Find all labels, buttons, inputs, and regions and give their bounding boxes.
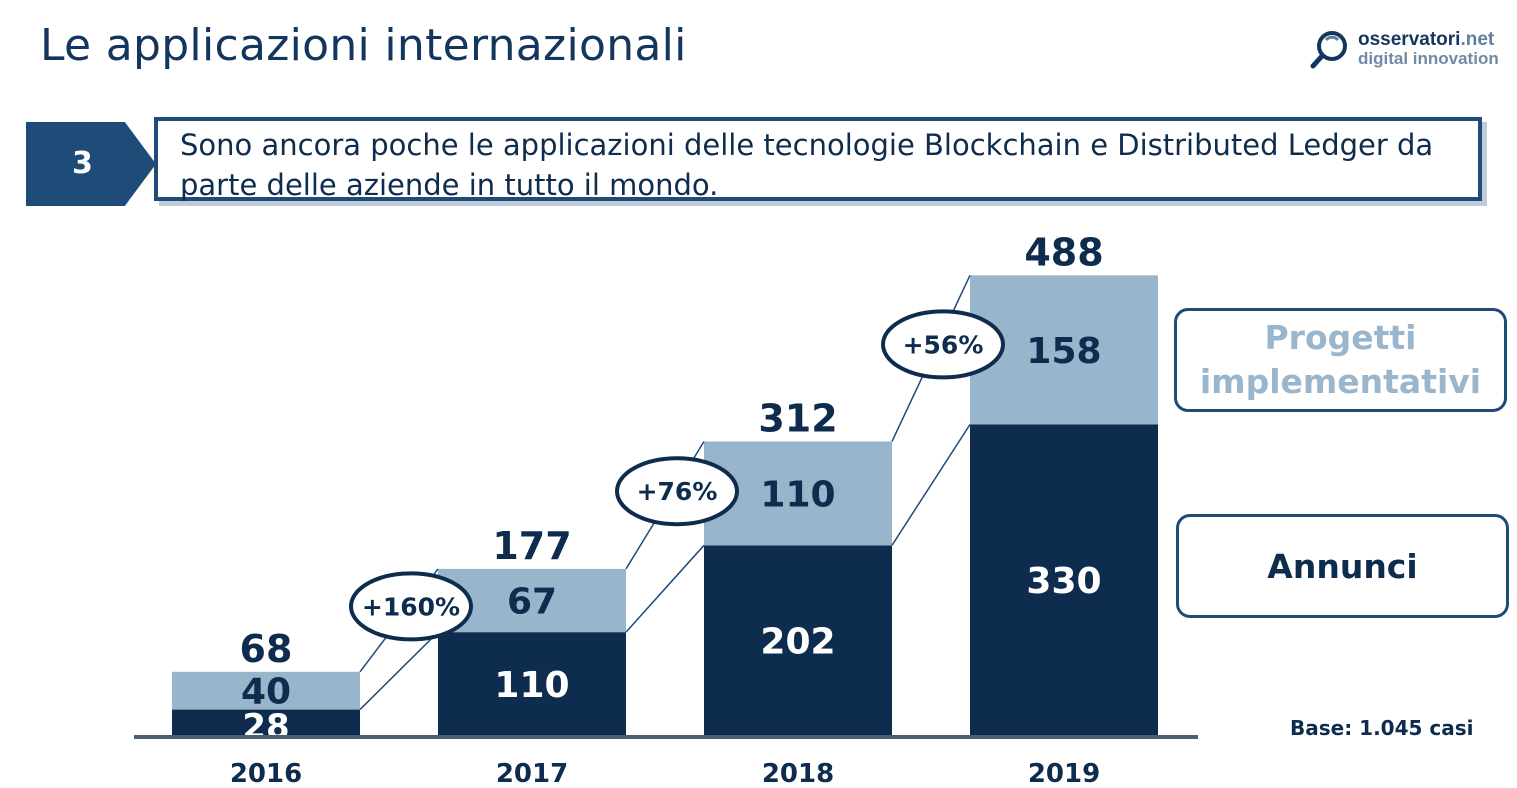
- label-progetti-2016: 40: [241, 672, 291, 713]
- label-annunci-2017: 110: [494, 665, 569, 706]
- label-total-2018: 312: [758, 396, 837, 440]
- label-total-2016: 68: [240, 627, 293, 671]
- bar-annunci-2018: [704, 545, 892, 736]
- bar-annunci-2019: [970, 424, 1158, 736]
- connector-annunci-2: [891, 424, 971, 546]
- magnifier-logo-icon: [1310, 31, 1347, 69]
- key-message-box: Sono ancora poche le applicazioni delle …: [154, 117, 1482, 202]
- label-total-2019: 488: [1024, 230, 1103, 274]
- label-annunci-2019: 330: [1026, 561, 1101, 602]
- growth-ellipse-2: [881, 309, 1005, 380]
- tick-label-2017: 2017: [496, 759, 568, 788]
- logo-wordmark: osservatori.net: [1358, 29, 1495, 50]
- label-progetti-2019: 158: [1026, 331, 1101, 372]
- tick-label-2016: 2016: [230, 759, 302, 788]
- page-title: Le applicazioni internazionali: [40, 20, 687, 71]
- legend-label-progetti: Progetti implementativi: [1199, 318, 1482, 401]
- legend-progetti-implementativi: Progetti implementativi: [1174, 308, 1507, 412]
- tick-label-2019: 2019: [1028, 759, 1100, 788]
- bar-annunci-2017: [438, 632, 626, 736]
- connector-annunci-1: [625, 544, 705, 633]
- label-annunci-2018: 202: [760, 622, 835, 663]
- label-annunci-2016: 28: [242, 707, 289, 747]
- label-progetti-2018: 110: [760, 474, 835, 515]
- bar-annunci-2016: [172, 709, 360, 736]
- growth-label-1: +76%: [637, 477, 718, 506]
- section-number-badge: 3: [26, 122, 156, 206]
- brand-logo: osservatori.net digital innovation: [1308, 28, 1513, 72]
- base-note: Base: 1.045 casi: [1290, 716, 1474, 740]
- growth-label-0: +160%: [362, 592, 460, 621]
- logo-tagline: digital innovation: [1358, 49, 1499, 68]
- growth-ellipse-0: [349, 571, 473, 642]
- growth-label-2: +56%: [903, 330, 984, 359]
- key-message-text: Sono ancora poche le applicazioni delle …: [180, 128, 1434, 202]
- growth-ellipse-1: [615, 456, 739, 527]
- bar-progetti-2016: [172, 671, 360, 710]
- legend-annunci: Annunci: [1176, 514, 1509, 618]
- section-number: 3: [72, 146, 93, 181]
- label-progetti-2017: 67: [507, 582, 557, 623]
- label-total-2017: 177: [492, 524, 571, 568]
- connector-annunci-0: [359, 631, 439, 711]
- tick-label-2018: 2018: [762, 759, 834, 788]
- legend-label-annunci: Annunci: [1267, 546, 1418, 586]
